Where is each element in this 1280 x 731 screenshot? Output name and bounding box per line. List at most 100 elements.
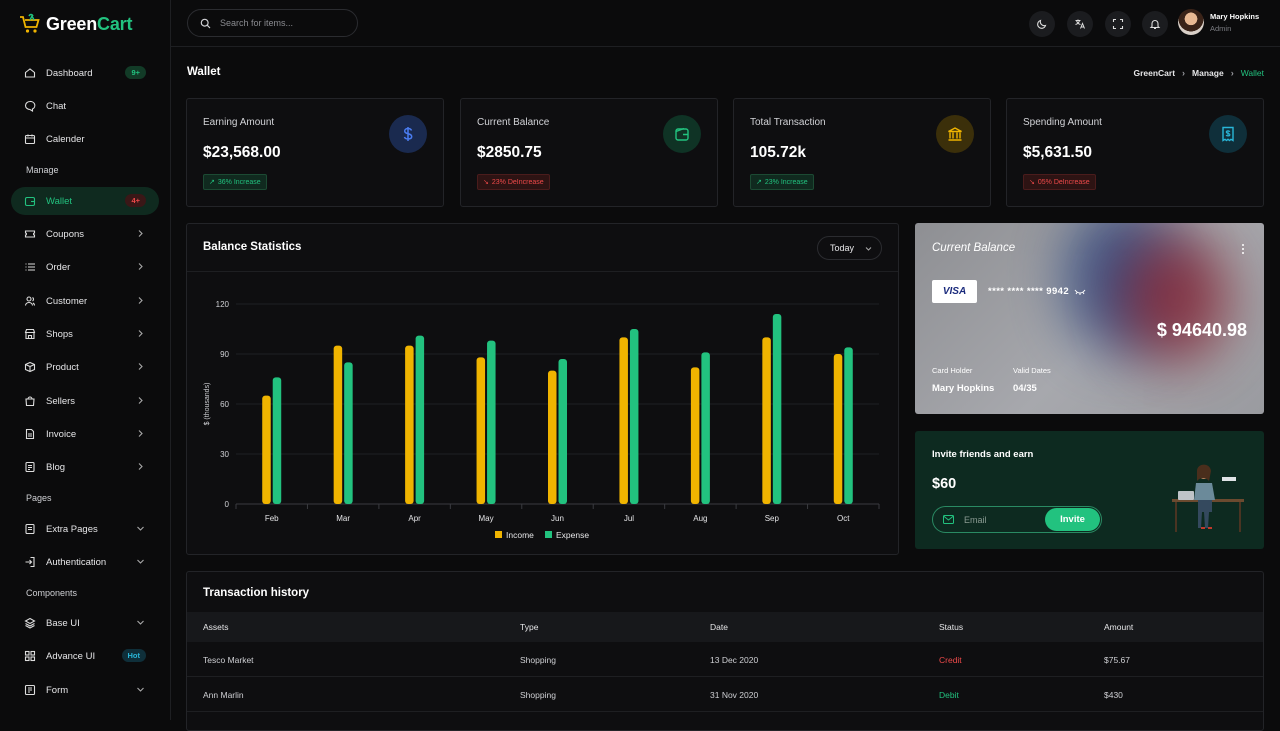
search-input[interactable] [220,18,340,28]
chevron-right-icon [138,330,143,337]
cell-assets: Tesco Market [203,655,254,665]
sidebar-item-calender[interactable]: Calender [11,125,159,153]
column-header[interactable]: Type [520,622,539,632]
home-icon [24,67,36,79]
dollar-icon [389,115,427,153]
stat-card-current-balance: Current Balance $2850.75 ↘ 23% DeIncrease [460,98,718,207]
y-tick-label: 0 [225,500,230,509]
document-icon [24,461,36,473]
sidebar-item-product[interactable]: Product [11,353,159,381]
x-tick-label: Jun [551,514,564,523]
sidebar-item-label: Invoice [46,428,77,440]
column-header[interactable]: Amount [1104,622,1134,632]
breadcrumb-manage[interactable]: Manage [1192,68,1224,78]
chevron-right-icon [138,430,143,437]
sidebar-item-label: Advance UI [46,650,96,662]
sidebar-item-label: Order [46,261,71,273]
logo[interactable]: GreenCart [18,10,132,38]
sidebar-item-coupons[interactable]: Coupons [11,220,159,248]
dark-mode-button[interactable] [1029,11,1055,37]
trend-down-icon: ↘ [1029,179,1035,186]
sidebar-item-invoice[interactable]: Invoice [11,420,159,448]
hot-badge: Hot [121,649,146,662]
sidebar-item-advance-ui[interactable]: Advance UI Hot [11,642,159,670]
topbar: Mary Hopkins Admin [171,0,1280,47]
sidebar-item-shops[interactable]: Shops [11,320,159,348]
sidebar-item-wallet[interactable]: Wallet 4+ [11,187,159,215]
trend-up-icon: ↗ [756,179,762,186]
chevron-down-icon [137,559,144,564]
card-number: **** **** **** 9942 [988,286,1086,297]
card-holder-label: Card Holder [932,366,973,375]
balance-chart: 0 30 60 90 120 $ (thousands) Feb Mar Apr May Jun Ju… [204,300,880,540]
chevron-down-icon [137,687,144,692]
y-tick-label: 30 [220,450,229,459]
cell-type: Shopping [520,690,556,700]
bank-icon [936,115,974,153]
cell-type: Shopping [520,655,556,665]
valid-dates-label: Valid Dates [1013,366,1051,375]
cart-logo-icon [20,13,40,33]
cell-status: Credit [939,655,962,665]
store-icon [24,328,36,340]
visa-logo: VISA [932,280,977,303]
sidebar-item-chat[interactable]: Chat [11,92,159,120]
y-tick-label: 60 [220,400,229,409]
language-button[interactable] [1067,11,1093,37]
legend-swatch [545,531,552,538]
x-tick-label: May [478,514,493,523]
sidebar-item-label: Blog [46,461,66,473]
period-dropdown[interactable]: Today [817,236,882,260]
cell-assets: Ann Marlin [203,690,244,700]
invite-card: Invite friends and earn $60 Invite [915,431,1264,549]
sidebar-item-authentication[interactable]: Authentication [11,548,159,576]
sidebar-item-label: Sellers [46,395,76,407]
chevron-right-icon: › [1230,68,1234,78]
breadcrumb-greencart[interactable]: GreenCart [1133,68,1176,78]
sidebar-item-blog[interactable]: Blog [11,453,159,481]
column-header[interactable]: Status [939,622,964,632]
sidebar-item-order[interactable]: Order [11,253,159,281]
table-header: Assets Type Date Status Amount [187,612,1263,642]
sidebar-item-dashboard[interactable]: Dashboard 9+ [11,59,159,87]
eye-off-icon[interactable] [1074,288,1086,296]
chevron-right-icon: › [1182,68,1186,78]
stat-card-total-transaction: Total Transaction 105.72k ↗ 23% Increase [733,98,991,207]
table-row[interactable]: Ann Marlin Shopping 31 Nov 2020 Debit $4… [187,677,1263,712]
breadcrumb-current: Wallet [1240,68,1264,78]
sidebar-item-label: Coupons [46,228,85,240]
fullscreen-button[interactable] [1105,11,1131,37]
column-header[interactable]: Assets [203,622,229,632]
fullscreen-icon [1112,18,1124,30]
x-tick-label: Mar [336,514,350,523]
bar-income [476,357,486,504]
stat-label: Current Balance [477,117,550,128]
bar-income [548,370,557,504]
sidebar-item-extra-pages[interactable]: Extra Pages [11,515,159,543]
divider [187,271,898,272]
chevron-right-icon [138,263,143,270]
layers-icon [24,617,36,629]
cell-date: 13 Dec 2020 [710,655,759,665]
stat-value: 105.72k [750,144,807,161]
invite-email-field[interactable]: Invite [932,506,1102,533]
column-header[interactable]: Date [710,622,728,632]
sidebar-item-label: Form [46,684,69,696]
notifications-button[interactable] [1142,11,1168,37]
login-icon [24,556,36,568]
email-input[interactable] [964,514,1034,525]
table-row[interactable]: Tesco Market Shopping 13 Dec 2020 Credit… [187,642,1263,677]
search-box[interactable] [187,9,358,37]
sidebar-item-label: Calender [46,133,85,145]
user-menu[interactable]: Mary Hopkins Admin [1178,9,1259,35]
x-tick-label: Aug [693,514,707,523]
sidebar-item-base-ui[interactable]: Base UI [11,609,159,637]
sidebar-item-form[interactable]: Form [11,676,159,704]
sidebar-item-sellers[interactable]: Sellers [11,387,159,415]
sidebar-item-customer[interactable]: Customer [11,287,159,315]
invite-button[interactable]: Invite [1045,508,1100,531]
card-balance: $ 94640.98 [1156,320,1247,340]
chevron-down-icon [137,620,144,625]
more-vertical-icon[interactable] [1241,243,1245,255]
x-tick-label: Oct [837,514,850,523]
